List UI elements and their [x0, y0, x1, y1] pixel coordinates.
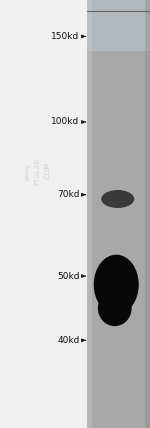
Text: 40kd: 40kd [57, 336, 80, 345]
Text: www.
PTGLAB
.COM: www. PTGLAB .COM [24, 158, 51, 185]
Text: 150kd: 150kd [51, 32, 80, 41]
Bar [87, 0, 150, 51]
Text: 100kd: 100kd [51, 117, 80, 127]
Bar [87, 0, 92, 428]
Bar [145, 0, 150, 428]
Text: 50kd: 50kd [57, 271, 80, 281]
Text: 70kd: 70kd [57, 190, 80, 199]
Ellipse shape [101, 190, 134, 208]
Bar [87, 0, 150, 428]
Ellipse shape [94, 255, 139, 315]
Ellipse shape [98, 290, 132, 326]
